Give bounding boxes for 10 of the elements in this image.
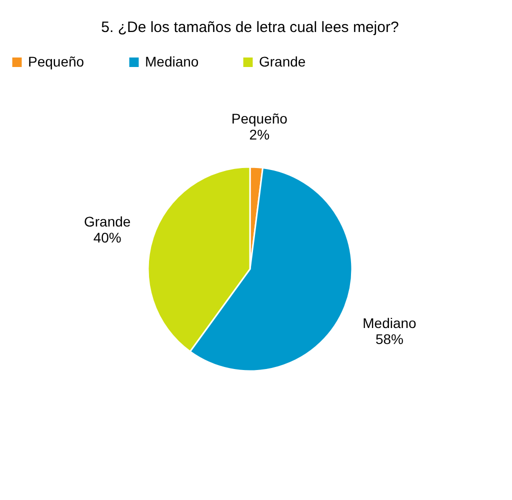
data-label: 58% [375, 331, 404, 348]
slice-label: Mediano [362, 315, 417, 332]
legend-label: Mediano [145, 53, 199, 70]
legend-label: Pequeño [28, 53, 84, 70]
chart-title: 5. ¿De los tamaños de letra cual lees mejor? [101, 19, 399, 36]
slice-label: Pequeño [231, 110, 288, 126]
data-label: 40% [93, 230, 122, 246]
data-label: 2% [249, 126, 270, 142]
slice-label: Grande [84, 214, 131, 230]
legend-label: Grande [259, 53, 306, 70]
